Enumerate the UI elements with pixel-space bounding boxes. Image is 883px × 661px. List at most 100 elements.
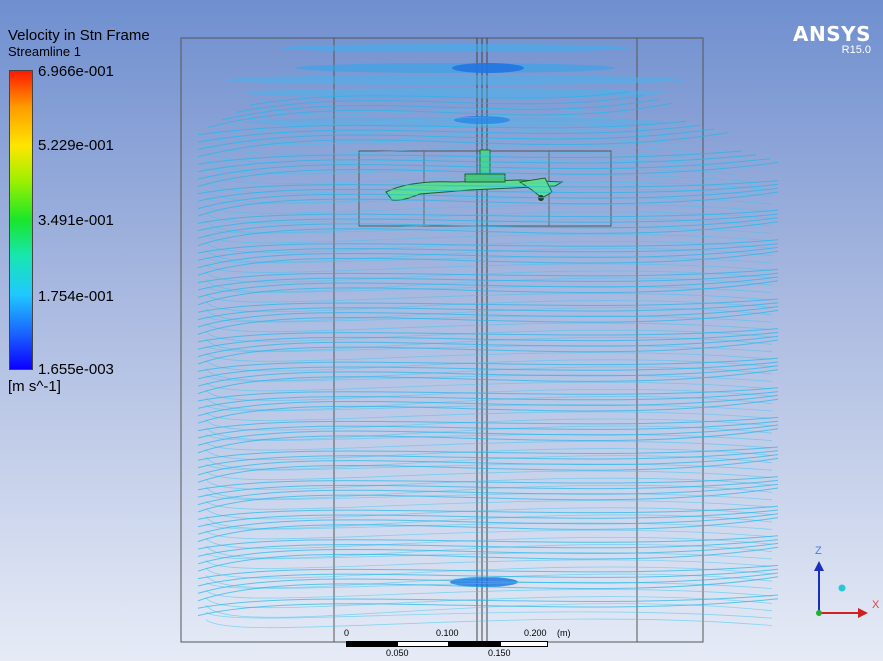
streamline [205, 470, 773, 481]
streamline [197, 217, 779, 239]
streamline [205, 366, 773, 381]
streamline [205, 433, 773, 441]
streamline [205, 388, 773, 401]
logo-version: R15.0 [841, 44, 871, 56]
streamline [197, 539, 779, 557]
streamline [205, 211, 773, 224]
streamline [205, 307, 773, 322]
surface-sheet [245, 88, 665, 98]
ansys-logo: ANSYS R15.0 [793, 22, 871, 56]
streamline [197, 150, 743, 165]
streamline [205, 218, 773, 233]
streamline [205, 603, 773, 618]
streamline [205, 536, 773, 549]
streamline [205, 559, 773, 569]
streamline [205, 270, 773, 283]
streamline [197, 187, 779, 210]
streamline [205, 441, 773, 451]
streamline [205, 345, 773, 353]
streamline [205, 566, 773, 579]
streamline [205, 233, 773, 244]
streamline [205, 404, 773, 412]
streamline [205, 352, 773, 362]
streamline [205, 552, 773, 560]
streamline [197, 306, 779, 328]
streamline [197, 517, 779, 543]
streamline [197, 357, 779, 372]
streamline [205, 277, 773, 293]
bottom-sheet [450, 577, 518, 587]
streamline [215, 129, 667, 145]
streamline [205, 256, 773, 264]
streamline [197, 535, 779, 550]
streamline [197, 369, 779, 395]
scale-label: 0.100 [436, 628, 459, 638]
streamline [205, 477, 773, 490]
legend-tick-max: 6.966e-001 [38, 63, 114, 80]
streamline [197, 302, 779, 321]
scale-label: 0.050 [386, 648, 409, 658]
streamline [197, 276, 779, 298]
streamline [197, 387, 779, 402]
streamline [197, 479, 779, 498]
streamline [197, 450, 779, 469]
scale-label: 0.150 [488, 648, 511, 658]
streamline [205, 336, 773, 352]
streamline [197, 487, 779, 513]
streamline [243, 115, 639, 125]
streamline [207, 102, 673, 128]
streamline [205, 448, 773, 461]
streamline [197, 394, 779, 417]
streamline [197, 124, 701, 143]
scale-segment [500, 641, 548, 647]
streamline [197, 213, 779, 232]
scale-bar: 0 0.100 0.200 (m) 0.050 0.150 [338, 626, 571, 658]
surface-sheet [280, 44, 630, 52]
streamline [205, 293, 773, 303]
streamline [197, 483, 779, 506]
streamline [229, 122, 653, 135]
streamline [197, 154, 757, 173]
streamline [205, 463, 773, 471]
streamline [205, 159, 723, 174]
logo-product: ANSYS [792, 22, 871, 46]
scale-segment [398, 641, 448, 647]
streamline [205, 197, 773, 205]
streamline [197, 564, 779, 580]
scale-label: 0.200 [524, 628, 547, 638]
streamline [197, 328, 779, 343]
streamline [205, 240, 773, 253]
streamline [205, 425, 773, 441]
streamline [197, 476, 779, 491]
streamline [197, 509, 779, 528]
streamline [197, 331, 779, 350]
streamline [197, 221, 779, 247]
surface-sheet [452, 63, 524, 73]
streamline [205, 455, 773, 470]
streamline [197, 298, 779, 313]
streamline [205, 248, 773, 263]
streamline [205, 322, 773, 333]
streamline [197, 416, 779, 432]
streamline [205, 145, 695, 155]
streamline [205, 152, 709, 165]
streamline [197, 183, 779, 202]
scale-segment [448, 641, 500, 647]
streamline [235, 95, 645, 113]
streamline [197, 246, 779, 269]
streamline [205, 315, 773, 323]
streamline [197, 454, 779, 476]
streamline [197, 576, 779, 602]
color-bar [9, 70, 33, 370]
streamline [205, 181, 765, 194]
streamline [197, 598, 779, 617]
streamline [197, 161, 779, 187]
legend-tick: 1.754e-001 [38, 288, 114, 305]
streamline [197, 272, 779, 291]
axis-label-x: X [872, 599, 880, 611]
streamline [197, 280, 779, 306]
legend-tick-min: 1.655e-003 [38, 361, 114, 378]
streamline [197, 513, 779, 535]
